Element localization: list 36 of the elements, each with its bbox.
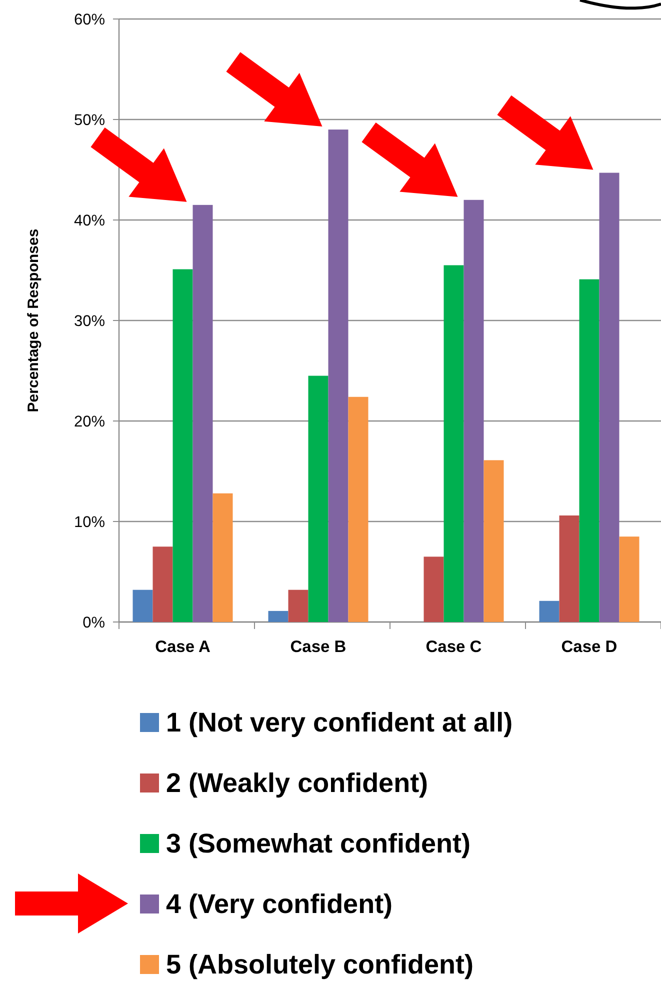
y-axis-title: Percentage of Responses <box>25 228 42 412</box>
bar <box>172 269 193 622</box>
y-tick-label: 20% <box>74 413 106 430</box>
x-tick-label: Case A <box>155 638 210 656</box>
x-tick-label: Case C <box>426 638 482 656</box>
y-tick-label: 60% <box>74 11 106 28</box>
bar <box>152 546 173 622</box>
bar <box>348 396 368 622</box>
bar <box>132 590 153 622</box>
bar <box>464 200 484 622</box>
legend-label: 3 (Somewhat confident) <box>166 828 471 859</box>
bar <box>288 590 308 622</box>
legend-label: 2 (Weakly confident) <box>166 768 428 798</box>
legend-label: 1 (Not very confident at all) <box>166 708 513 738</box>
bar <box>599 172 620 622</box>
bar <box>192 204 213 622</box>
y-tick-label: 10% <box>74 514 106 531</box>
bar <box>424 556 444 622</box>
legend-label: 4 (Very confident) <box>166 889 393 920</box>
bar <box>444 265 464 622</box>
bar <box>579 279 600 622</box>
y-tick-label: 40% <box>74 212 106 230</box>
bar <box>619 536 640 622</box>
y-tick-label: 0% <box>82 614 106 632</box>
bar <box>484 460 504 622</box>
x-tick-label: Case D <box>561 638 618 656</box>
bar <box>328 130 348 622</box>
bar <box>308 376 328 622</box>
bar <box>268 610 288 622</box>
x-tick-label: Case B <box>290 638 346 656</box>
y-tick-label: 50% <box>74 112 106 129</box>
bar <box>559 515 580 622</box>
legend-label: 5 (Absolutely confident) <box>166 950 474 980</box>
bar <box>539 600 560 622</box>
y-tick-label: 30% <box>74 312 106 330</box>
bar <box>212 493 233 622</box>
